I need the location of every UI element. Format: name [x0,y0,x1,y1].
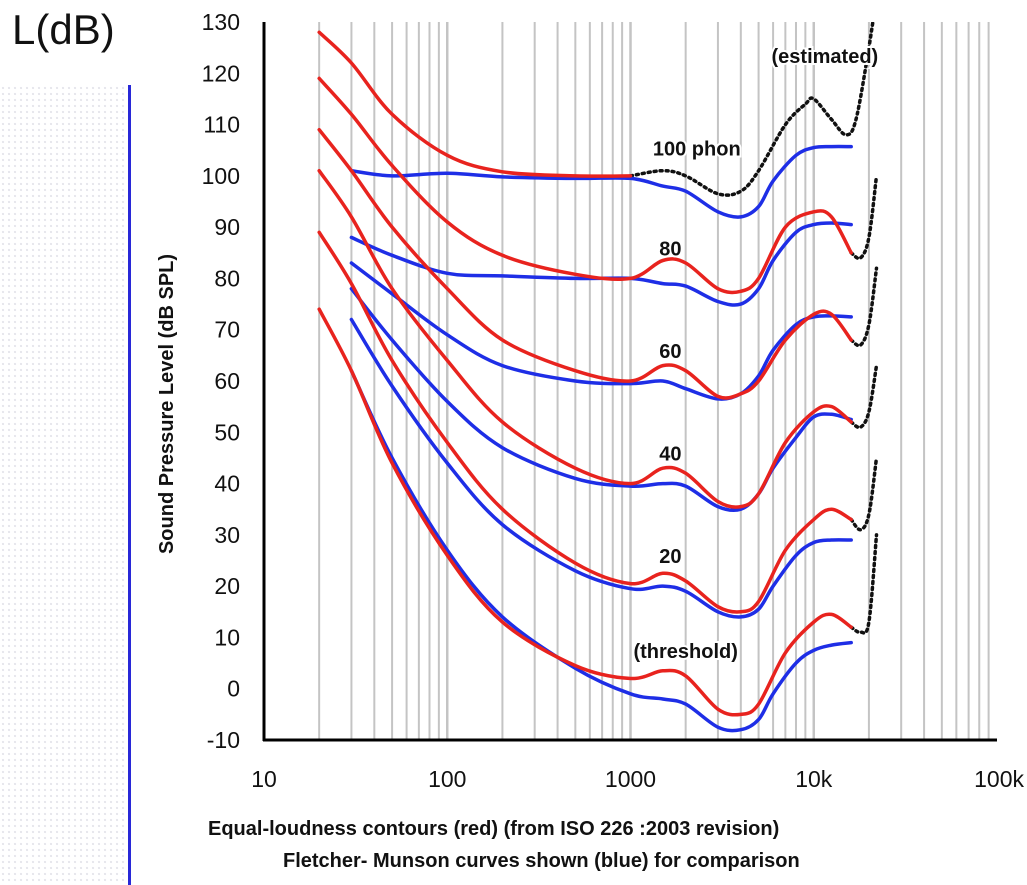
axes [262,22,997,742]
iso-curve-100 [317,30,633,178]
iso-curve-60 [317,127,853,400]
curve-annotation: 20 [659,546,681,568]
y-tick-label: 10 [214,624,240,650]
x-tick-labels: 10 100 1000 10k 100k [251,766,1024,792]
caption-line-2: Fletcher- Munson curves shown (blue) for… [283,850,800,872]
curve-annotation: 60 [659,341,681,363]
x-tick-label: 100 [428,766,466,792]
fletcher-curve-40 [349,286,853,513]
fletcher-curve-0 [349,368,853,733]
y-tick-label: 30 [214,522,240,548]
y-tick-label: 120 [202,60,240,86]
y-tick-label: 40 [214,471,240,497]
slide-divider-line [128,85,131,885]
y-tick-label: 50 [214,419,240,445]
estimated-curve-60 [849,266,879,348]
fletcher-curve-80 [349,221,853,307]
iso-curve-0 [317,307,853,717]
caption-line-1: Equal-loudness contours (red) (from ISO … [208,818,780,840]
y-tick-label: 130 [202,9,240,35]
y-tick-label: 80 [214,265,240,291]
x-tick-label: 100k [974,766,1024,792]
estimated-curve-20 [849,456,879,532]
curve-annotation: (threshold) [633,641,737,663]
curves [317,22,879,733]
y-tick-label: 110 [203,112,240,138]
x-tick-label: 10 [251,766,277,792]
curve-annotation: 80 [659,238,681,260]
x-tick-label: 10k [795,766,833,792]
curve-annotation: (estimated) [772,46,879,68]
y-tick-label: 90 [214,214,240,240]
unit-label: L(dB) [12,6,115,53]
estimated-curve-40 [849,363,879,430]
x-tick-label: 1000 [605,766,656,792]
y-tick-label: -10 [207,727,240,753]
iso-curve-80 [317,76,853,295]
y-tick-labels: -10 0 10 20 30 40 50 60 70 80 90 100 110 120 130 [202,9,240,753]
fletcher-curve-20 [349,317,853,619]
y-tick-label: 70 [214,317,240,343]
iso-curve-40 [317,168,853,509]
y-tick-label: 0 [227,676,240,702]
annotations: (estimated) 100 phon 80 60 40 20 (threshold) [631,44,880,665]
iso-curve-20 [317,230,853,614]
estimated-curve-0 [849,533,879,635]
dotted-margin [0,85,128,885]
y-tick-label: 100 [202,163,240,189]
curve-annotation: 40 [659,443,681,465]
y-tick-label: 60 [214,368,240,394]
estimated-curve-80 [849,174,879,261]
fletcher-curve-100 [349,144,853,219]
y-tick-label: 20 [214,573,240,599]
curve-annotation: 100 phon [653,138,741,160]
estimated-curve-100 [628,22,875,197]
y-axis-label: Sound Pressure Level (dB SPL) [156,254,178,554]
